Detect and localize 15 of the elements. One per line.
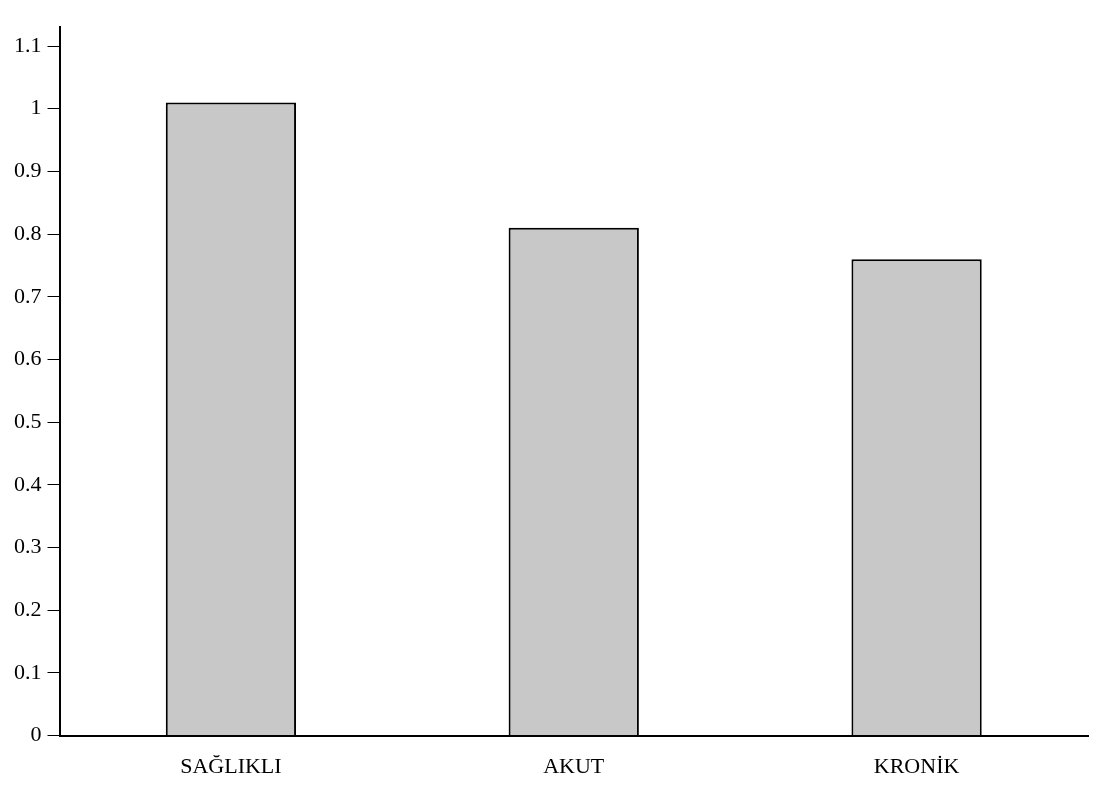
y-tick-label: 0.4	[14, 470, 42, 496]
y-tick-label: 0.6	[14, 345, 42, 371]
y-tick-label: 0.1	[14, 658, 42, 684]
x-tick-label: AKUT	[543, 752, 605, 778]
y-tick-label: 0.5	[14, 407, 42, 433]
y-tick-label: 1.1	[14, 31, 42, 57]
y-tick-label: 0.3	[14, 533, 42, 559]
x-tick-label: KRONİK	[873, 752, 960, 778]
y-tick-label: 0.8	[14, 219, 42, 245]
y-tick-label: 1	[30, 94, 42, 120]
y-tick-label: 0	[30, 721, 42, 747]
y-tick-label: 0.7	[14, 282, 42, 308]
y-tick-label: 0.2	[14, 596, 42, 621]
x-tick-label: SAĞLIKLI	[180, 752, 282, 778]
y-tick-label: 0.9	[14, 157, 42, 183]
